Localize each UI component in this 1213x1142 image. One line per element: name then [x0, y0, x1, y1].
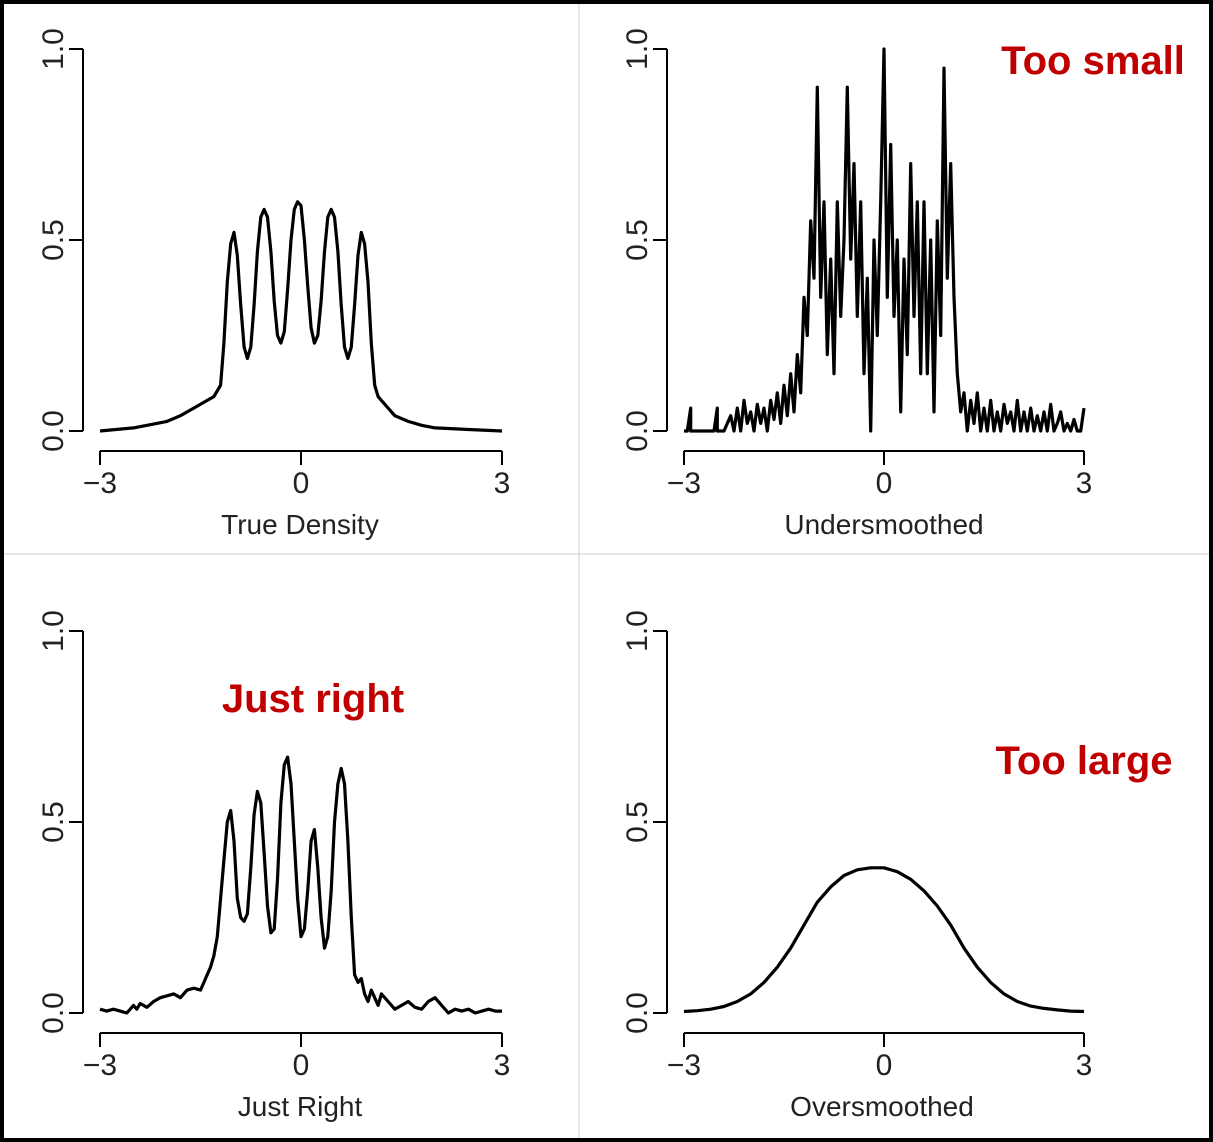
- y-tick-label: 0.0: [37, 410, 70, 452]
- y-tick-label: 0.5: [621, 801, 654, 843]
- panel-3: 0.0 0.5 1.0 −3 0 3 Just Right Just right: [37, 610, 510, 1122]
- x-tick-label: 0: [876, 467, 893, 500]
- density-comparison-figure: 0.0 0.5 1.0 −3 0 3 True Density 0.0 0.5 1.0 −3 0 3 Un…: [4, 4, 1209, 1138]
- density-curve: [99, 755, 502, 1015]
- figure: 0.0 0.5 1.0 −3 0 3 True Density 0.0 0.5 1.0 −3 0 3 Un…: [4, 4, 1209, 1138]
- y-tick-label: 1.0: [621, 28, 654, 70]
- x-tick-label: −3: [667, 1049, 701, 1082]
- annotation-callout: Too small: [1001, 39, 1185, 83]
- y-tick-label: 1.0: [37, 610, 70, 652]
- y-tick-label: 0.0: [621, 992, 654, 1034]
- x-tick-label: −3: [83, 467, 117, 500]
- x-axis-label: True Density: [221, 509, 379, 540]
- annotation-callout: Too large: [995, 739, 1172, 783]
- annotation-callout: Just right: [222, 677, 404, 721]
- x-axis-label: Undersmoothed: [784, 509, 983, 540]
- panel-4: 0.0 0.5 1.0 −3 0 3 Oversmoothed Too large: [621, 610, 1173, 1122]
- x-tick-label: −3: [83, 1049, 117, 1082]
- x-tick-label: 0: [293, 1049, 310, 1082]
- x-tick-label: 0: [293, 467, 310, 500]
- x-tick-label: 3: [1076, 467, 1093, 500]
- y-tick-label: 0.5: [37, 219, 70, 261]
- y-tick-label: 1.0: [37, 28, 70, 70]
- y-tick-label: 0.5: [621, 219, 654, 261]
- panel-1: 0.0 0.5 1.0 −3 0 3 True Density: [37, 28, 510, 540]
- x-axis-label: Oversmoothed: [790, 1091, 974, 1122]
- density-curve: [99, 200, 503, 433]
- x-tick-label: 3: [494, 1049, 511, 1082]
- y-tick-label: 0.5: [37, 801, 70, 843]
- density-curve: [683, 866, 1085, 1014]
- x-tick-label: −3: [667, 467, 701, 500]
- y-tick-label: 1.0: [621, 610, 654, 652]
- panel-2: 0.0 0.5 1.0 −3 0 3 Undersmoothed Too small: [621, 28, 1185, 540]
- x-axis-label: Just Right: [238, 1091, 363, 1122]
- x-tick-label: 3: [1076, 1049, 1093, 1082]
- x-tick-label: 0: [876, 1049, 893, 1082]
- x-tick-label: 3: [494, 467, 511, 500]
- y-tick-label: 0.0: [37, 992, 70, 1034]
- density-curve: [684, 47, 1086, 433]
- y-tick-label: 0.0: [621, 410, 654, 452]
